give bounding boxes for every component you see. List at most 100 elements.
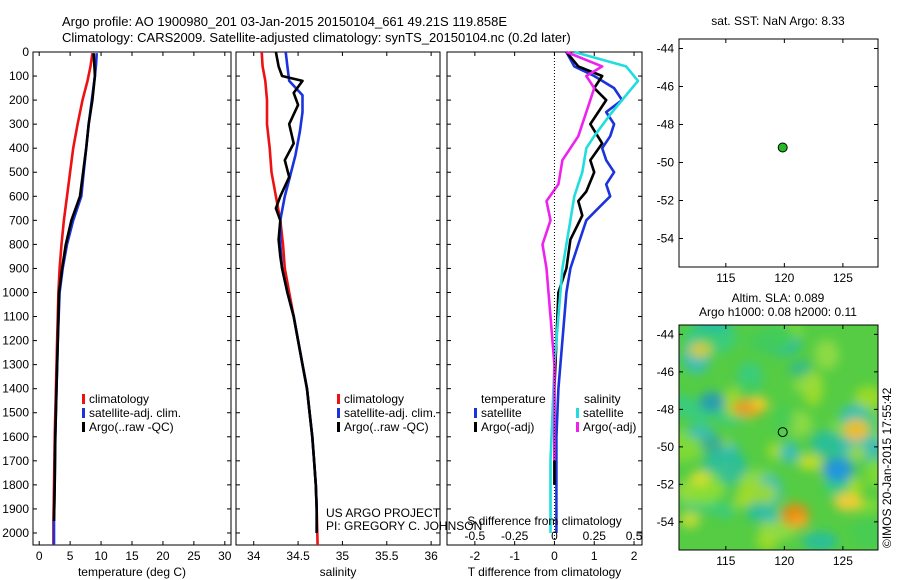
sla-blob [688,405,712,427]
sla-blobs [679,325,878,550]
salinity-panel: 34 34.5 35 35.5 36 salinity climatologysatelli… [235,51,441,579]
sla-blob [714,505,736,519]
temperature-legend-label: climatology [89,392,149,406]
imos-credit: ©IMOS 20-Jan-2015 17:55:42 [880,387,894,548]
sla-blob [767,325,796,342]
sla-low-patch [699,392,725,412]
temperature-xlabel: temperature (deg C) [78,565,186,579]
depth-tick-label: 1100 [3,310,29,324]
sst-map-ytick-label: -52 [657,194,675,208]
temperature-xtick-label: 15 [125,549,139,563]
sla-title-line-2: Argo h1000: 0.08 h2000: 0.11 [699,305,857,319]
depth-tick-label: 800 [9,237,29,251]
sla-low-patch [822,457,854,483]
sdiff-tick-label: 0.5 [626,529,643,543]
sst-map-ytick-label: -44 [657,42,675,56]
sla-map-ytick-label: -48 [657,402,675,416]
diff-salinity-legend-label: Argo(-adj) [583,420,636,434]
depth-tick-label: 100 [9,69,29,83]
sla-blob [736,481,778,506]
salinity-legend-label: Argo(..raw -QC) [344,420,429,434]
sst-map-panel: -44 -46 -48 -50 -52 -54 115 120 125 sat. SST: NaN… [657,14,879,285]
sst-map-ytick-label: -48 [657,118,675,132]
sla-map-frame [678,324,879,551]
difference-xtick-label: -2 [470,549,481,563]
temperature-frame [32,51,232,546]
depth-tick-label: 1200 [2,334,29,348]
sla-blob [802,531,838,550]
sdiff-tick-label: 0.25 [583,529,607,543]
sla-low-patch [761,510,779,522]
sla-high-patch [751,398,769,410]
sla-map-ytick-label: -50 [657,440,675,454]
sla-high-patch [690,471,710,485]
depth-tick-label: 1700 [2,454,29,468]
salinity-legend-swatch [337,422,340,432]
depth-tick-label: 1600 [2,430,29,444]
sdiff-tick-label: -0.25 [501,529,529,543]
difference-xtick-label: -1 [509,549,520,563]
sla-high-patch [688,342,712,358]
sla-high-patch [792,516,808,528]
sla-blob [847,444,867,461]
sla-map-panel: -44 -46 -48 -50 -52 -54 115 120 125 Altim. SLA: 0… [657,291,879,568]
temperature-xtick-label: 25 [187,549,201,563]
sst-map-title: sat. SST: NaN Argo: 8.33 [711,14,845,28]
depth-tick-label: 300 [9,117,29,131]
sla-high-patch [834,493,862,511]
temperature-xtick-label: 10 [94,549,108,563]
depth-tick-label: 700 [9,213,29,227]
temperature-legend-label: Argo(..raw -QC) [89,420,174,434]
sla-map-xtick-label: 120 [774,554,794,568]
temperature-legend-label: satellite-adj. clim. [89,406,181,420]
temperature-legend-swatch [82,394,85,404]
salinity-legend-swatch [337,408,340,418]
credit-pi: PI: GREGORY C. JOHNSON [326,519,483,533]
sdiff-tick-label: 0 [551,529,558,543]
diff-salinity-legend-swatch [576,408,579,418]
temperature-xtick-label: 30 [218,549,232,563]
sla-blob [854,386,878,411]
header-line-2: Climatology: CARS2009. Satellite-adjuste… [62,30,571,45]
sst-map-frame [678,38,879,268]
depth-tick-label: 1000 [2,285,29,299]
diff-salinity-legend-swatch [576,422,579,432]
salinity-xtick-label: 36 [424,549,438,563]
diff-temperature-legend-label: Argo(-adj) [481,420,534,434]
depth-tick-label: 200 [9,93,29,107]
salinity-legend-label: satellite-adj. clim. [344,406,436,420]
sla-map-xtick-label: 115 [716,554,735,568]
temperature-xtick-label: 20 [156,549,170,563]
difference-series-line [541,50,604,461]
float-position-marker [777,142,788,153]
sla-high-patch [680,512,700,528]
sst-map-xtick-label: 120 [774,271,794,285]
sst-map-ytick-label: -46 [657,80,675,94]
float-position-marker [777,427,788,438]
diff-legend-title-salinity: salinity [584,392,621,406]
sdiff-xlabel: S difference from climatology [467,514,622,528]
temperature-legend-swatch [82,408,85,418]
depth-tick-label: 900 [9,261,29,275]
sst-map-ytick-label: -50 [657,156,675,170]
sla-blob [849,518,878,549]
depth-tick-label: 500 [9,165,29,179]
credit-project: US ARGO PROJECT [326,506,441,520]
diff-legend-title-temperature: temperature [481,392,546,406]
sla-blob [865,459,878,488]
sla-map-ytick-label: -52 [657,477,675,491]
sla-map-ytick-label: -54 [657,515,675,529]
sla-map-xtick-label: 125 [833,554,853,568]
difference-series-line [555,51,624,533]
diff-temperature-legend-swatch [474,408,477,418]
salinity-legend-swatch [337,394,340,404]
sla-blob [810,430,844,457]
header-line-1: Argo profile: AO 1900980_201 03-Jan-2015… [62,14,508,29]
salinity-legend-label: climatology [344,392,404,406]
depth-tick-label: 1400 [2,382,29,396]
sla-low-patch [700,435,724,453]
salinity-frame [235,51,441,546]
depth-tick-label: 0 [22,45,29,59]
depth-tick-label: 2000 [2,526,29,540]
